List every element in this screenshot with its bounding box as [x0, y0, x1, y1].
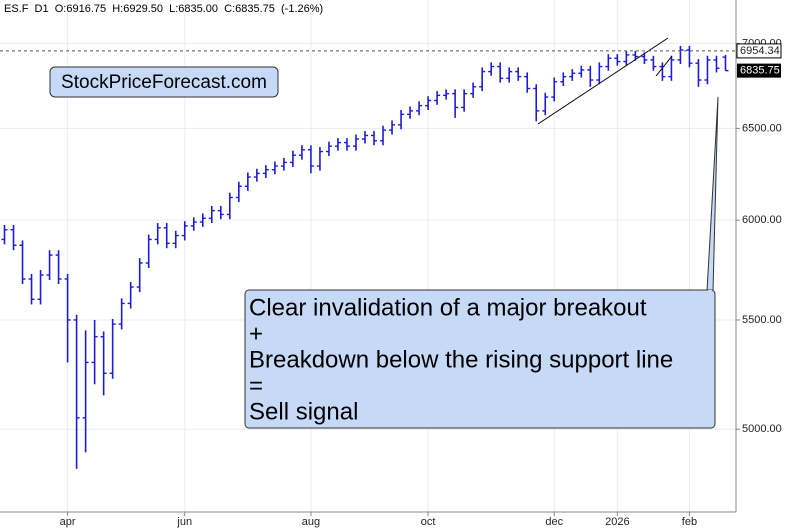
annotation-line: Breakdown below the rising support line — [249, 346, 673, 373]
x-tick-label: jun — [176, 516, 192, 528]
annotation-line: = — [249, 372, 263, 399]
x-tick-label: feb — [682, 516, 697, 528]
reference-label-box — [736, 43, 782, 59]
x-tick-label: apr — [60, 516, 76, 528]
support-line-2 — [655, 55, 673, 77]
last-price-label: 6835.75 — [740, 65, 780, 77]
y-tick-label: 5500.00 — [742, 314, 782, 326]
support-line — [537, 37, 669, 125]
annotation-line: Sell signal — [249, 398, 358, 425]
x-tick-label: aug — [302, 516, 320, 528]
x-tick-label: 2026 — [605, 516, 629, 528]
annotation: Clear invalidation of a major breakout+B… — [249, 294, 673, 425]
callout-pointer — [706, 96, 719, 292]
y-tick-label: 5000.00 — [742, 423, 782, 435]
annotation-line: + — [249, 320, 263, 347]
brand: StockPriceForecast.com — [61, 72, 267, 93]
annotation-line: Clear invalidation of a major breakout — [249, 294, 647, 321]
reference-label: 6954.34 — [740, 45, 780, 57]
header: ES.F D1 O:6916.75 H:6929.50 L:6835.00 C:… — [4, 3, 323, 15]
y-tick-label: 6000.00 — [742, 214, 782, 226]
x-tick-label: oct — [421, 516, 436, 528]
y-tick-label: 6500.00 — [742, 122, 782, 134]
x-tick-label: dec — [545, 516, 563, 528]
brand-box — [49, 66, 279, 98]
callout-box — [244, 289, 716, 429]
bars — [1, 45, 729, 469]
last-price-box — [737, 63, 781, 78]
